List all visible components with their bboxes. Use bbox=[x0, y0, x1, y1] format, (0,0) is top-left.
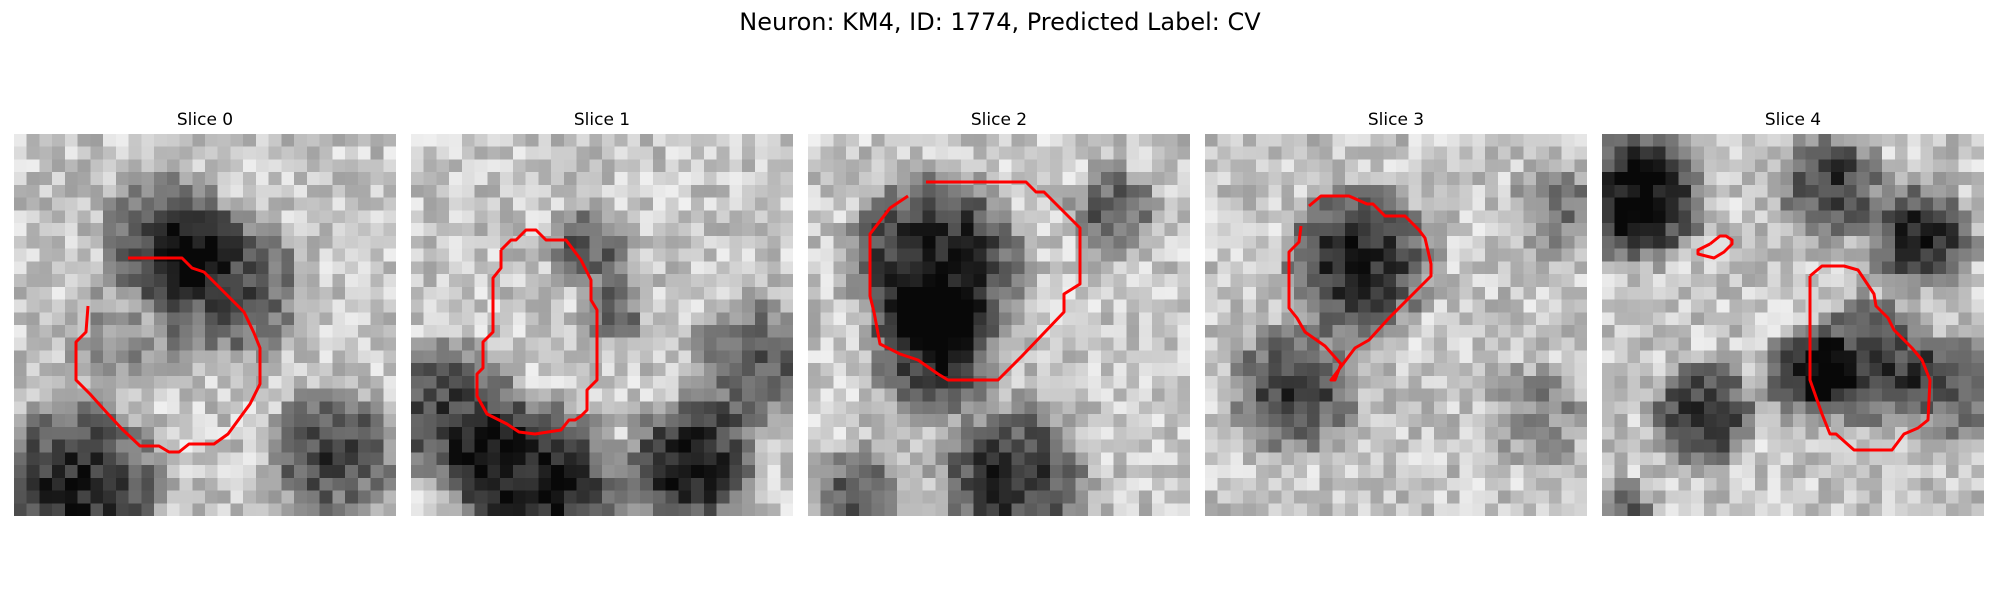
roi-contour-layer bbox=[475, 228, 599, 436]
slice-panel-3: Slice 3 bbox=[1205, 110, 1587, 516]
slice-title: Slice 1 bbox=[573, 110, 631, 130]
slice-title: Slice 3 bbox=[1367, 110, 1425, 130]
roi-contour-layer bbox=[1287, 194, 1433, 382]
slice-panel-2: Slice 2 bbox=[808, 110, 1190, 516]
slice-title: Slice 4 bbox=[1764, 110, 1822, 130]
pixel-grid bbox=[808, 134, 1190, 516]
roi-contour-layer bbox=[868, 180, 1082, 382]
roi-contour bbox=[1287, 194, 1433, 382]
pixel-grid bbox=[411, 134, 793, 516]
figure-title: Neuron: KM4, ID: 1774, Predicted Label: … bbox=[739, 8, 1261, 36]
pixel-grid bbox=[1602, 134, 1984, 516]
slice-title: Slice 0 bbox=[176, 110, 234, 130]
slice-panel-0: Slice 0 bbox=[14, 110, 396, 516]
slice-image bbox=[1205, 134, 1587, 516]
slice-image bbox=[14, 134, 396, 516]
roi-contour-layer bbox=[1696, 234, 1932, 452]
pixel-grid bbox=[1205, 134, 1587, 516]
slice-panel-4: Slice 4 bbox=[1602, 110, 1984, 516]
slice-image bbox=[808, 134, 1190, 516]
slice-image bbox=[411, 134, 793, 516]
roi-contour bbox=[1808, 264, 1932, 452]
slice-title: Slice 2 bbox=[970, 110, 1028, 130]
roi-contour bbox=[868, 180, 1082, 382]
slice-image bbox=[1602, 134, 1984, 516]
roi-contour bbox=[475, 228, 599, 436]
roi-contour bbox=[1696, 234, 1734, 260]
slice-panel-1: Slice 1 bbox=[411, 110, 793, 516]
roi-contour bbox=[74, 256, 262, 454]
roi-contour-layer bbox=[74, 256, 262, 454]
